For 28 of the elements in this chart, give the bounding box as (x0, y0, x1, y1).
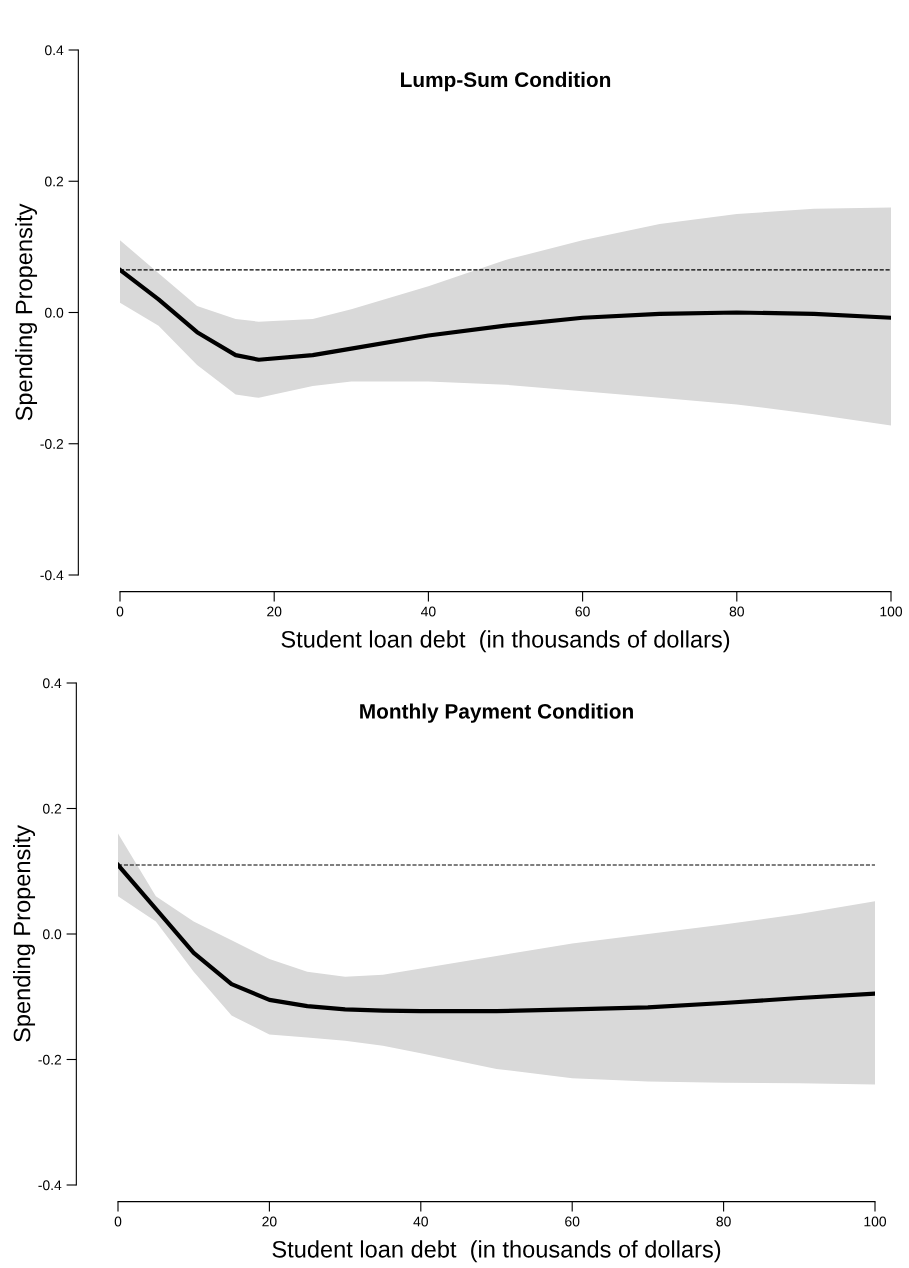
x-tick-label: 40 (413, 1216, 428, 1227)
x-tick-label: 40 (421, 606, 436, 617)
y-tick-label: 0.2 (42, 803, 62, 814)
y-tick-label: 0.4 (42, 678, 62, 689)
x-tick-label: 0 (116, 606, 124, 617)
y-tick-label: 0.0 (42, 929, 62, 940)
y-tick-label: -0.2 (40, 439, 64, 449)
x-tick-label: 80 (729, 606, 744, 617)
x-axis-title: Student loan debt (in thousands of dollars) (281, 630, 730, 653)
x-tick-label: 20 (267, 606, 282, 617)
y-axis-title: Spending Propensity (15, 203, 38, 421)
text: Monthly Payment Condition (360, 703, 633, 723)
x-tick-label: 20 (262, 1216, 277, 1227)
x-tick-label: 100 (880, 606, 903, 617)
y-axis-title: Spending Propensity (13, 825, 36, 1042)
x-tick-label: 80 (716, 1216, 731, 1227)
text: Lump-Sum Condition (401, 71, 611, 92)
y-tick-label: 0.0 (44, 307, 64, 318)
y-tick-label: 0.2 (44, 176, 64, 187)
x-axis-title: Student loan debt (in thousands of dollars) (272, 1240, 721, 1263)
x-tick-label: 60 (565, 1216, 580, 1227)
y-tick-label: -0.4 (38, 1180, 62, 1191)
y-tick-label: 0.4 (44, 45, 64, 56)
y-tick-label: -0.2 (38, 1054, 62, 1065)
y-tick-label: -0.4 (40, 570, 64, 581)
x-tick-label: 100 (864, 1216, 887, 1227)
x-tick-label: 60 (575, 606, 590, 617)
x-tick-label: 0 (114, 1216, 122, 1227)
